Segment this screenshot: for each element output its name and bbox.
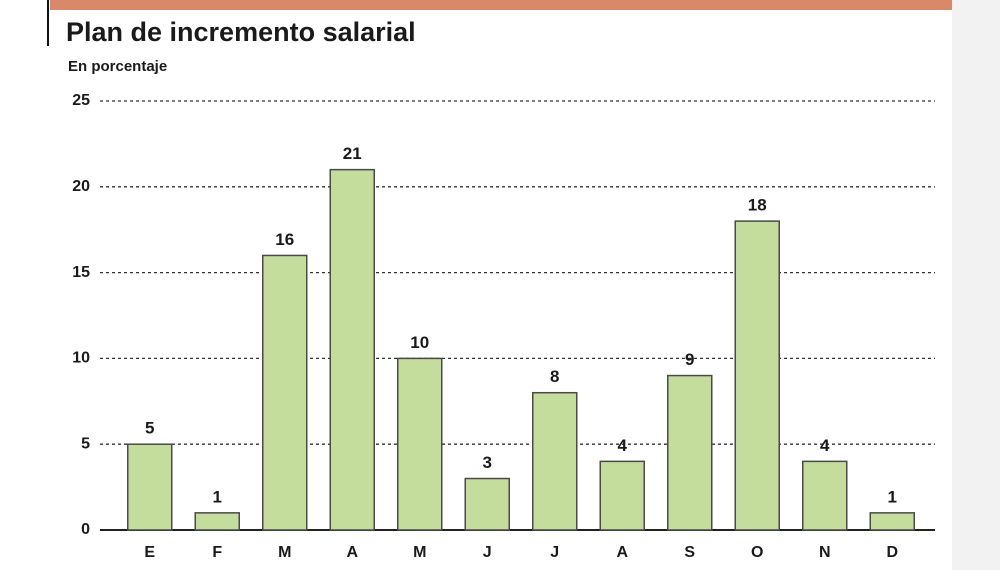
- x-tick-label: J: [550, 544, 559, 561]
- value-label: 9: [685, 350, 694, 369]
- bar: [802, 460, 848, 531]
- value-label: 18: [748, 196, 767, 215]
- x-tick-label: E: [144, 544, 155, 561]
- y-tick-label: 15: [72, 264, 90, 281]
- bar: [464, 477, 510, 531]
- bar: [599, 460, 645, 531]
- bar: [532, 391, 578, 531]
- bar: [127, 443, 173, 531]
- x-tick-label: D: [886, 544, 898, 561]
- side-margin: [952, 0, 1000, 570]
- x-tick-label: A: [346, 544, 358, 561]
- x-tick-label: A: [616, 544, 628, 561]
- value-label: 5: [145, 419, 154, 438]
- value-label: 1: [888, 487, 897, 506]
- value-label: 3: [483, 453, 492, 472]
- x-tick-label: N: [819, 544, 831, 561]
- x-tick-label: M: [413, 544, 426, 561]
- y-tick-label: 20: [72, 178, 90, 195]
- y-tick-label: 0: [81, 521, 90, 538]
- bar: [397, 357, 443, 531]
- x-tick-label: F: [212, 544, 222, 561]
- x-tick-label: S: [684, 544, 695, 561]
- bar: [262, 254, 308, 531]
- bar: [734, 220, 780, 531]
- bar: [329, 168, 375, 531]
- y-tick-label: 10: [72, 350, 90, 367]
- value-label: 8: [550, 367, 559, 386]
- value-label: 4: [618, 436, 628, 455]
- chart-subtitle: En porcentaje: [68, 58, 167, 75]
- x-tick-label: J: [483, 544, 492, 561]
- chart-title: Plan de incremento salarial: [66, 17, 416, 47]
- value-label: 10: [410, 333, 429, 352]
- x-tick-label: M: [278, 544, 291, 561]
- y-tick-label: 5: [81, 435, 90, 452]
- x-tick-label: O: [751, 544, 763, 561]
- value-label: 1: [213, 487, 222, 506]
- value-label: 21: [343, 144, 362, 163]
- header-band: [50, 0, 952, 10]
- value-label: 16: [275, 230, 294, 249]
- bar: [869, 512, 915, 531]
- value-label: 4: [820, 436, 830, 455]
- y-tick-label: 25: [72, 92, 90, 109]
- bar: [194, 512, 240, 531]
- bar: [667, 374, 713, 531]
